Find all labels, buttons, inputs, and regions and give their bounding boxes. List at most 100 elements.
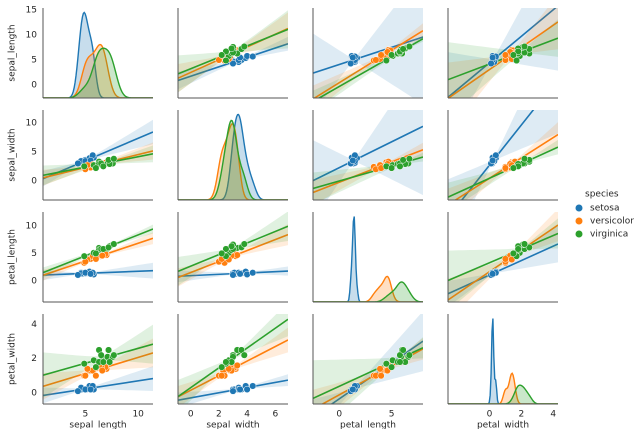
scatter-point xyxy=(487,59,495,68)
confidence-band xyxy=(313,110,423,200)
scatter-point xyxy=(501,51,509,59)
x-axis-label: petal_width xyxy=(477,421,529,430)
scatter-point xyxy=(514,47,522,56)
kde-area xyxy=(448,318,558,404)
confidence-band xyxy=(313,23,423,98)
y-tick-label: 10 xyxy=(26,118,38,128)
confidence-band xyxy=(313,337,423,404)
y-tick-label: 0 xyxy=(31,277,37,287)
regression-line xyxy=(313,36,423,74)
x-tick-label: 4 xyxy=(244,410,250,420)
scatter-point xyxy=(110,155,118,163)
scatter-point xyxy=(229,271,237,279)
scatter-point xyxy=(218,372,226,380)
scatter-point xyxy=(240,351,248,359)
regression-line xyxy=(313,125,423,182)
kde-curve xyxy=(448,372,558,404)
scatter-point xyxy=(218,249,226,257)
y-tick-label: 5 xyxy=(31,147,37,157)
panel xyxy=(43,224,153,281)
panel xyxy=(313,314,423,404)
confidence-band xyxy=(313,8,423,98)
scatter-point xyxy=(83,365,91,373)
y-tick-label: 5 xyxy=(31,56,37,66)
panel xyxy=(178,314,288,404)
scatter-point xyxy=(382,360,390,368)
scatter-point xyxy=(388,51,396,59)
regression-line xyxy=(313,347,423,400)
x-tick-label: 5 xyxy=(389,410,395,420)
x-tick-label: 5 xyxy=(82,410,88,420)
y-tick-label: 4 xyxy=(31,320,37,330)
y-tick-label: 0 xyxy=(31,81,37,91)
y-tick-label: 15 xyxy=(26,6,37,16)
scatter-point xyxy=(240,42,248,51)
scatter-point xyxy=(396,358,404,366)
scatter-point xyxy=(501,164,509,172)
confidence-band xyxy=(448,122,558,200)
scatter-point xyxy=(399,346,407,354)
x-tick-label: 0 xyxy=(336,410,342,420)
scatter-point xyxy=(509,164,517,172)
y-tick-label: 0 xyxy=(31,176,37,186)
x-tick-label: 2 xyxy=(216,410,222,420)
scatter-point xyxy=(396,162,404,170)
legend-label: virginica xyxy=(590,230,628,240)
scatter-point xyxy=(92,363,100,371)
scatter-point xyxy=(249,269,257,277)
scatter-point xyxy=(106,358,114,366)
scatter-point xyxy=(74,159,82,167)
kde-area xyxy=(448,373,558,404)
scatter-point xyxy=(520,240,529,248)
scatter-point xyxy=(405,155,413,163)
panel xyxy=(178,10,288,93)
legend-label: setosa xyxy=(590,204,619,214)
scatter-point xyxy=(514,245,522,253)
scatter-point xyxy=(87,385,95,393)
confidence-band xyxy=(313,35,423,98)
x-tick-label: 10 xyxy=(132,410,144,420)
scatter-point xyxy=(218,51,226,59)
scatter-point xyxy=(236,385,244,393)
regression-line xyxy=(43,131,153,180)
regression-line xyxy=(448,8,557,98)
kde-area xyxy=(178,123,288,200)
scatter-point xyxy=(405,42,413,51)
panel xyxy=(448,212,558,302)
scatter-point xyxy=(74,387,82,395)
confidence-band xyxy=(448,225,558,302)
kde-area xyxy=(448,385,558,404)
scatter-point xyxy=(520,155,529,163)
kde-area xyxy=(178,114,288,200)
scatter-point xyxy=(489,53,497,62)
y-tick-label: 2 xyxy=(31,354,37,364)
scatter-point xyxy=(218,363,226,371)
scatter-point xyxy=(249,382,257,390)
x-axis-label: sepal_length xyxy=(69,421,126,430)
panel xyxy=(448,318,558,404)
scatter-point xyxy=(99,162,107,170)
scatter-point xyxy=(501,255,509,263)
scatter-point xyxy=(405,351,413,359)
y-axis-label: sepal_width xyxy=(8,128,18,181)
kde-area xyxy=(313,282,423,302)
confidence-band xyxy=(448,8,558,98)
scatter-point xyxy=(80,360,88,368)
scatter-point xyxy=(388,363,396,371)
y-axis-label: petal_length xyxy=(8,229,18,285)
scatter-point xyxy=(349,53,357,62)
legend-marker xyxy=(575,204,583,212)
kde-area xyxy=(178,120,288,200)
scatter-point xyxy=(87,270,95,278)
panel xyxy=(313,8,423,98)
scatter-point xyxy=(249,52,257,61)
legend-marker xyxy=(575,230,583,238)
scatter-point xyxy=(509,51,517,59)
scatter-point xyxy=(396,351,404,359)
panel xyxy=(43,119,153,187)
scatter-point xyxy=(80,162,88,170)
regression-line xyxy=(460,110,535,200)
confidence-band xyxy=(448,110,558,200)
kde-curve xyxy=(448,318,558,404)
